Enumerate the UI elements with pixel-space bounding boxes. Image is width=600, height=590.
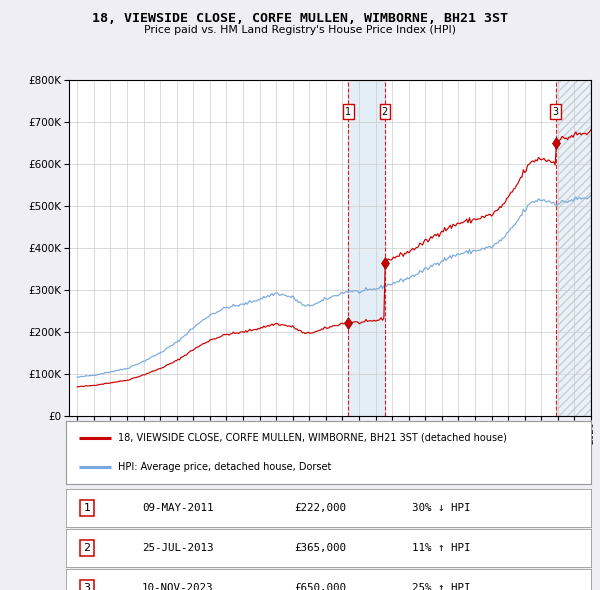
Text: 1: 1 [346,107,352,117]
Text: Price paid vs. HM Land Registry's House Price Index (HPI): Price paid vs. HM Land Registry's House … [144,25,456,35]
Text: 18, VIEWSIDE CLOSE, CORFE MULLEN, WIMBORNE, BH21 3ST (detached house): 18, VIEWSIDE CLOSE, CORFE MULLEN, WIMBOR… [119,432,508,442]
Text: £365,000: £365,000 [295,543,346,553]
Text: 1: 1 [83,503,91,513]
Text: 30% ↓ HPI: 30% ↓ HPI [413,503,471,513]
Bar [556,80,591,416]
Text: 11% ↑ HPI: 11% ↑ HPI [413,543,471,553]
Text: 2: 2 [382,107,388,117]
Text: £650,000: £650,000 [295,583,346,590]
Text: 09-MAY-2011: 09-MAY-2011 [142,503,214,513]
Text: 25-JUL-2013: 25-JUL-2013 [142,543,214,553]
Text: HPI: Average price, detached house, Dorset: HPI: Average price, detached house, Dors… [119,462,332,472]
Text: 3: 3 [553,107,559,117]
Text: 18, VIEWSIDE CLOSE, CORFE MULLEN, WIMBORNE, BH21 3ST: 18, VIEWSIDE CLOSE, CORFE MULLEN, WIMBOR… [92,12,508,25]
Bar [349,80,385,416]
Text: £222,000: £222,000 [295,503,346,513]
Text: 2: 2 [83,543,91,553]
Text: 10-NOV-2023: 10-NOV-2023 [142,583,214,590]
Text: 3: 3 [83,583,91,590]
Text: 25% ↑ HPI: 25% ↑ HPI [413,583,471,590]
